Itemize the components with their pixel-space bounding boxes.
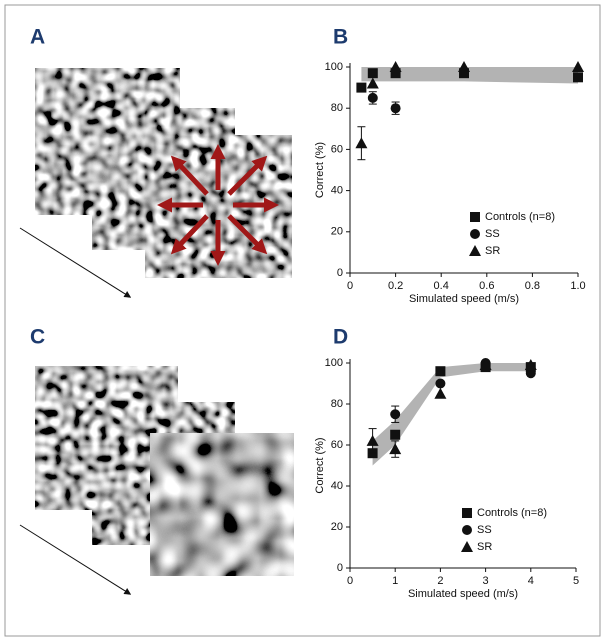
marker-triangle (479, 359, 492, 371)
x-tick-label: 1.0 (570, 280, 585, 292)
panel-label: B (333, 26, 348, 49)
marker-circle (435, 378, 446, 389)
marker-circle (390, 409, 401, 420)
marker-triangle (355, 137, 368, 149)
y-tick-label: 60 (331, 439, 343, 451)
marker-square (356, 82, 367, 93)
marker-square (367, 68, 378, 79)
y-tick-label: 0 (337, 267, 343, 279)
y-axis-label: Correct (%) (314, 142, 326, 198)
marker-square (390, 68, 401, 79)
marker-triangle (469, 245, 481, 256)
x-tick-label: 0.4 (434, 280, 449, 292)
y-axis-label: Correct (%) (314, 437, 326, 493)
marker-triangle (366, 77, 379, 89)
x-axis-label: Simulated speed (m/s) (409, 293, 519, 305)
y-tick-label: 20 (331, 521, 343, 533)
marker-triangle (572, 61, 584, 72)
x-tick-label: 0.6 (479, 280, 494, 292)
marker-square (390, 429, 401, 440)
marker-triangle (524, 359, 537, 371)
legend-label: SR (477, 541, 492, 553)
marker-square (459, 68, 469, 79)
marker-triangle (389, 61, 402, 72)
legend-label: SR (485, 245, 500, 257)
stimulus-a (19, 67, 294, 298)
legend-label: SS (485, 228, 500, 240)
x-tick-label: 4 (528, 575, 534, 587)
marker-circle (470, 229, 480, 239)
x-tick-label: 2 (437, 575, 443, 587)
y-tick-label: 0 (337, 562, 343, 574)
y-tick-label: 20 (331, 226, 343, 238)
marker-circle (367, 92, 378, 103)
y-tick-label: 100 (325, 357, 343, 369)
x-tick-label: 1 (392, 575, 398, 587)
stimulus-c (19, 365, 296, 595)
y-tick-label: 40 (331, 185, 343, 197)
legend-label: Controls (n=8) (485, 211, 555, 223)
y-tick-label: 100 (325, 61, 343, 73)
marker-circle (462, 525, 472, 535)
marker-triangle (366, 434, 379, 446)
marker-triangle (458, 61, 470, 72)
marker-triangle (434, 387, 447, 399)
panel-label: C (30, 326, 45, 349)
y-tick-label: 40 (331, 480, 343, 492)
marker-triangle (461, 541, 473, 552)
x-tick-label: 5 (573, 575, 579, 587)
x-tick-label: 0 (347, 280, 353, 292)
marker-circle (525, 368, 536, 379)
panel-label: D (333, 326, 348, 349)
x-tick-label: 0.8 (525, 280, 540, 292)
marker-square (470, 212, 480, 222)
band (361, 67, 578, 84)
y-tick-label: 60 (331, 143, 343, 155)
y-tick-label: 80 (331, 102, 343, 114)
legend-label: Controls (n=8) (477, 507, 547, 519)
y-tick-label: 80 (331, 398, 343, 410)
x-tick-label: 0 (347, 575, 353, 587)
x-tick-label: 0.2 (388, 280, 403, 292)
marker-triangle (389, 443, 402, 455)
x-tick-label: 3 (483, 575, 489, 587)
panel-label: A (30, 26, 45, 49)
legend-label: SS (477, 524, 492, 536)
marker-square (435, 366, 446, 377)
x-axis-label: Simulated speed (m/s) (408, 588, 518, 600)
band (372, 363, 531, 466)
marker-square (573, 72, 583, 83)
frame (4, 4, 601, 637)
marker-square (462, 508, 472, 518)
marker-circle (390, 103, 401, 114)
